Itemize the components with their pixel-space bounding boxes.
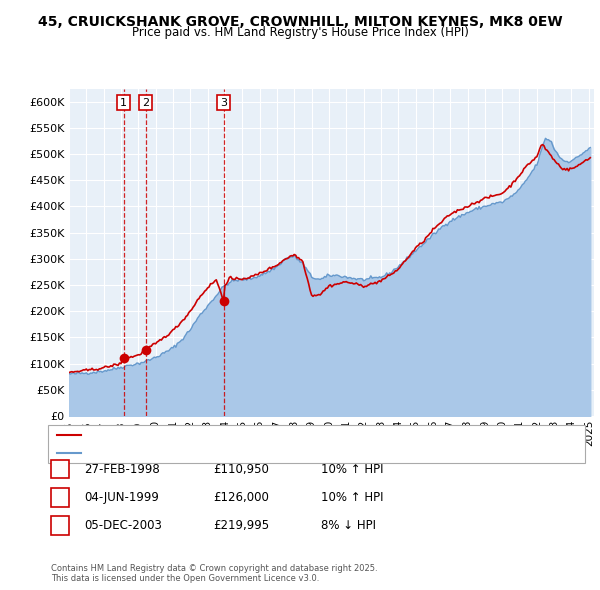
Text: Contains HM Land Registry data © Crown copyright and database right 2025.
This d: Contains HM Land Registry data © Crown c… [51, 563, 377, 583]
Text: 3: 3 [56, 521, 64, 530]
Text: Price paid vs. HM Land Registry's House Price Index (HPI): Price paid vs. HM Land Registry's House … [131, 26, 469, 39]
Text: 10% ↑ HPI: 10% ↑ HPI [321, 463, 383, 476]
Text: 8% ↓ HPI: 8% ↓ HPI [321, 519, 376, 532]
Text: HPI: Average price, detached house, Milton Keynes: HPI: Average price, detached house, Milt… [85, 448, 334, 458]
Text: £126,000: £126,000 [213, 491, 269, 504]
Text: £110,950: £110,950 [213, 463, 269, 476]
Text: 45, CRUICKSHANK GROVE, CROWNHILL, MILTON KEYNES, MK8 0EW: 45, CRUICKSHANK GROVE, CROWNHILL, MILTON… [38, 15, 562, 29]
Text: 10% ↑ HPI: 10% ↑ HPI [321, 491, 383, 504]
Text: 05-DEC-2003: 05-DEC-2003 [84, 519, 162, 532]
Text: 1: 1 [120, 98, 127, 107]
Text: 04-JUN-1999: 04-JUN-1999 [84, 491, 159, 504]
Text: 3: 3 [220, 98, 227, 107]
Text: 45, CRUICKSHANK GROVE, CROWNHILL, MILTON KEYNES, MK8 0EW (detached house): 45, CRUICKSHANK GROVE, CROWNHILL, MILTON… [85, 430, 503, 440]
Text: 2: 2 [142, 98, 149, 107]
Text: 2: 2 [56, 493, 64, 502]
Text: £219,995: £219,995 [213, 519, 269, 532]
Text: 27-FEB-1998: 27-FEB-1998 [84, 463, 160, 476]
Text: 1: 1 [56, 464, 64, 474]
